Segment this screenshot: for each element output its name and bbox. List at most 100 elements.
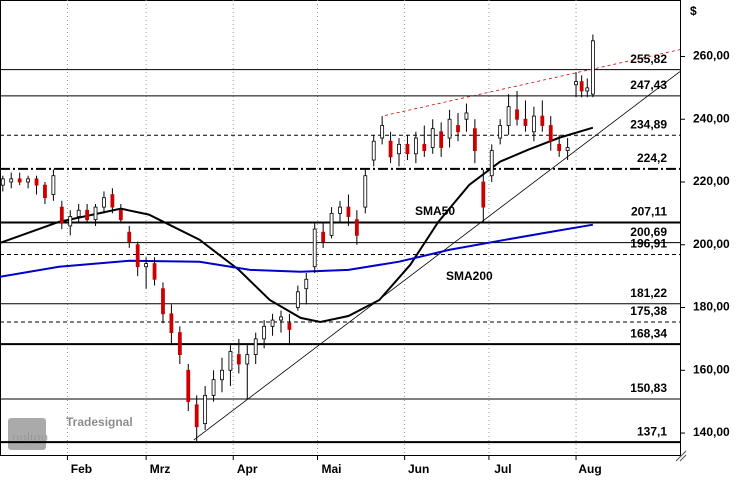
candle-body	[43, 184, 47, 199]
sma-line	[0, 126, 594, 323]
candle-body	[447, 118, 452, 139]
trend-line	[193, 71, 681, 441]
y-tick-label: 160,00	[693, 362, 730, 376]
candle-body	[51, 175, 56, 195]
candle-body	[430, 128, 435, 148]
watermark-logo: online	[12, 430, 48, 444]
candle-body	[287, 322, 292, 330]
candle-body	[515, 109, 519, 120]
candle-body	[574, 81, 578, 86]
level-label: 175,38	[630, 304, 667, 318]
candle-body	[253, 338, 258, 355]
candle-body	[110, 194, 115, 208]
candle-body	[388, 140, 393, 158]
candle-body	[354, 219, 359, 236]
candle-body	[194, 404, 199, 428]
candle-body	[312, 228, 317, 268]
candle-body	[186, 369, 191, 403]
level-label: 224,2	[637, 151, 667, 165]
candle-body	[346, 206, 351, 217]
candle-body	[127, 231, 132, 243]
x-tick-label: Aug	[578, 462, 601, 476]
candle-body	[161, 288, 165, 315]
candle-body	[422, 143, 427, 152]
candle-body	[118, 209, 123, 221]
candle-body	[152, 263, 157, 280]
level-label: 255,82	[630, 52, 667, 66]
candle-body	[523, 118, 528, 126]
candle-body	[93, 206, 98, 221]
sma-label: SMA50	[415, 204, 455, 218]
candle-body	[245, 354, 250, 365]
level-label: 137,1	[637, 424, 667, 438]
level-label: 150,83	[630, 381, 667, 395]
watermark-brand: Tradesignal	[66, 415, 133, 429]
candle-body	[498, 125, 503, 139]
level-label: 168,34	[630, 326, 667, 340]
candle-body	[228, 351, 233, 371]
x-tick-label: Mrz	[150, 462, 171, 476]
candle-body	[540, 115, 545, 126]
candle-body	[68, 216, 73, 227]
candle-body	[413, 137, 418, 155]
candle-body	[9, 178, 14, 183]
x-tick-label: Feb	[71, 462, 92, 476]
level-label: 200,69	[630, 225, 667, 239]
candle-body	[439, 131, 444, 148]
candle-body	[0, 178, 5, 186]
candle-body	[472, 128, 477, 152]
candle-body	[590, 40, 595, 95]
candle-body	[211, 379, 216, 396]
resize-icon	[675, 450, 687, 462]
candle-body	[17, 178, 22, 183]
candle-body	[585, 87, 590, 92]
candle-body	[548, 125, 553, 142]
candle-body	[135, 244, 140, 268]
candle-body	[329, 212, 334, 236]
candle-body	[456, 125, 460, 133]
candle-body	[531, 115, 536, 133]
level-label: 196,91	[630, 237, 667, 251]
candle-body	[270, 319, 275, 327]
level-label: 207,11	[631, 205, 667, 219]
x-tick-label: Mai	[322, 462, 342, 476]
candle-body	[236, 354, 241, 365]
candle-body	[371, 140, 376, 161]
candle-body	[34, 178, 39, 186]
candle-body	[177, 332, 182, 355]
candle-body	[363, 175, 368, 208]
candle-body	[220, 369, 224, 381]
y-tick-label: 240,00	[693, 111, 730, 125]
candle-body	[481, 181, 486, 208]
candle-body	[76, 209, 81, 217]
candle-body	[295, 291, 300, 308]
y-tick-label: 200,00	[693, 237, 730, 251]
candle-body	[59, 206, 64, 224]
y-tick-label: 260,00	[693, 49, 730, 63]
candle-body	[26, 178, 30, 183]
candle-body	[506, 106, 511, 126]
level-label: 234,89	[630, 117, 667, 131]
candle-body	[321, 231, 326, 243]
candle-body	[102, 197, 106, 208]
candle-body	[169, 313, 174, 334]
candle-body	[557, 143, 562, 152]
trend-line	[384, 49, 681, 116]
candle-body	[565, 147, 570, 152]
candle-body	[203, 394, 208, 425]
sma-line	[0, 223, 594, 278]
x-tick-label: Jun	[408, 462, 429, 476]
candle-body	[464, 112, 469, 120]
y-tick-label: 180,00	[693, 300, 730, 314]
x-tick-label: Apr	[237, 462, 258, 476]
candle-body	[85, 209, 90, 221]
candle-body	[579, 81, 584, 92]
candle-body	[489, 150, 494, 177]
plot-frame	[0, 0, 681, 456]
candle-body	[380, 125, 385, 139]
y-tick-label: 220,00	[693, 174, 730, 188]
y-tick-label: 140,00	[693, 425, 730, 439]
sma-label: SMA200	[446, 269, 493, 283]
